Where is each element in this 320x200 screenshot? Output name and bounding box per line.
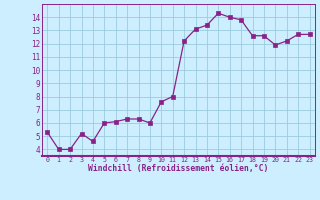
- X-axis label: Windchill (Refroidissement éolien,°C): Windchill (Refroidissement éolien,°C): [88, 164, 268, 173]
